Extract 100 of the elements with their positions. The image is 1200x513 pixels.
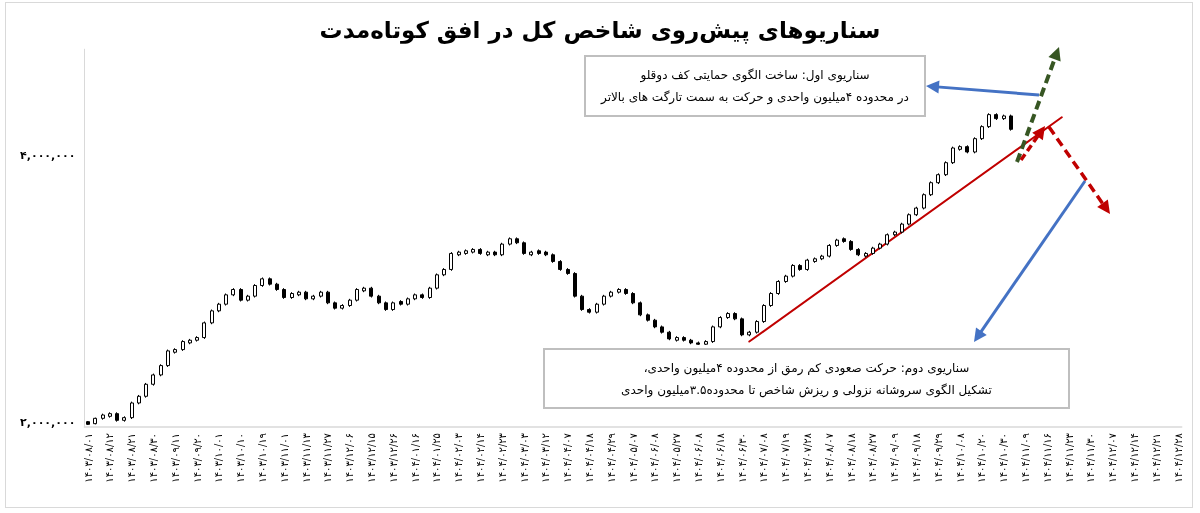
candlestick (820, 254, 824, 261)
x-tick-label: ۱۴۰۴/۰۵/۰۷ (627, 432, 639, 483)
candlestick (798, 263, 802, 272)
callout-box: سناریوی دوم: حرکت صعودی کم رمق از محدوده ۴میلیون واحدی، تشکیل الگوی سروشانه نزولی و ریزش شاخص تا محدوده۳.۵میلیون واحدی (543, 348, 1070, 409)
x-tick-label: ۱۴۰۴/۰۹/۰۹ (889, 433, 901, 483)
candlestick (202, 321, 206, 340)
x-tick-label: ۱۴۰۳/۰۸/۲۱ (126, 433, 138, 483)
x-tick-label: ۱۴۰۴/۱۰/۰۸ (954, 432, 966, 483)
candlestick (369, 286, 373, 299)
x-tick-label: ۱۴۰۴/۱۲/۲۸ (1172, 432, 1184, 483)
x-tick-label: ۱۴۰۴/۰۶/۰۸ (649, 432, 661, 483)
candlestick (871, 246, 875, 256)
x-tick-label: ۱۴۰۴/۰۳/۰۳ (518, 432, 530, 483)
candlestick (282, 287, 286, 300)
y-tick-label: ۴,۰۰۰,۰۰۰ (20, 149, 76, 163)
x-tick-label: ۱۴۰۳/۱۲/۲۶ (387, 433, 399, 483)
x-tick-label: ۱۴۰۴/۰۱/۱۶ (409, 433, 421, 483)
candlestick (907, 212, 911, 226)
candlestick (602, 294, 606, 307)
candlestick (377, 294, 381, 305)
y-tick-label: ۲,۰۰۰,۰۰۰ (20, 416, 76, 430)
candlestick (849, 239, 853, 252)
candlestick (784, 274, 788, 284)
candlestick (922, 192, 926, 210)
candlestick (805, 258, 809, 272)
x-tick-label: ۱۴۰۴/۰۲/۱۴ (474, 433, 486, 483)
candlestick (718, 315, 722, 329)
candlestick (508, 236, 512, 246)
candlestick (914, 206, 918, 217)
x-tick-label: ۱۴۰۳/۰۸/۱۲ (104, 433, 116, 483)
candlestick (537, 248, 541, 256)
candlestick (260, 276, 264, 288)
candlestick (696, 341, 700, 346)
candlestick (529, 250, 533, 257)
candlestick (893, 230, 897, 237)
candlestick (769, 291, 773, 308)
candlestick (486, 250, 490, 257)
candlestick (290, 291, 294, 300)
candlestick (210, 309, 214, 325)
x-tick-label: ۱۴۰۴/۰۴/۱۸ (583, 432, 595, 483)
candlestick (420, 293, 424, 300)
candlestick (275, 282, 279, 292)
candlestick (551, 252, 555, 264)
x-tick-label: ۱۴۰۴/۰۵/۲۷ (671, 432, 683, 483)
candlestick (747, 330, 751, 337)
candlestick (813, 256, 817, 264)
candlestick (122, 415, 126, 423)
candlestick (151, 373, 155, 387)
candlestick (711, 325, 715, 344)
x-tick-label: ۱۴۰۴/۰۲/۲۳ (496, 432, 508, 483)
candlestick (319, 290, 323, 299)
candlestick (646, 313, 650, 323)
candlestick (587, 307, 591, 315)
candlestick (311, 294, 315, 301)
candlestick (144, 382, 148, 399)
annotation: سناریوی اول: ساخت الگوی حمایتی کف دوقلو در محدوده ۴میلیون واحدی و حرکت به سمت تارگت های بالاتر (601, 67, 909, 107)
candlestick (617, 287, 621, 294)
candlestick (900, 222, 904, 234)
x-tick-label: ۱۴۰۳/۰۸/۳۰ (147, 433, 159, 483)
candlestick (660, 325, 664, 335)
candlestick (478, 247, 482, 256)
x-tick-label: ۱۴۰۴/۱۱/۱۶ (1041, 433, 1053, 483)
x-tick-label: ۱۴۰۳/۱۰/۱۰ (235, 433, 247, 483)
candlestick (464, 248, 468, 256)
candlestick (173, 347, 177, 355)
candlestick (93, 417, 97, 425)
candlestick (951, 146, 955, 165)
x-tick-label: ۱۴۰۴/۰۸/۲۷ (867, 432, 879, 483)
candlestick (362, 286, 366, 293)
candlestick (980, 124, 984, 141)
candlestick (449, 251, 453, 272)
candlestick (435, 272, 439, 290)
candlestick (457, 250, 461, 257)
x-tick-label: ۱۴۰۳/۱۱/۱۳ (300, 432, 312, 483)
x-tick-label: ۱۴۰۳/۱۲/۱۵ (365, 433, 377, 483)
x-tick-label: ۱۴۰۴/۰۲/۰۳ (453, 432, 465, 483)
x-tick-label: ۱۴۰۳/۰۹/۲۰ (191, 433, 203, 483)
candlestick (624, 287, 628, 296)
candlestick (355, 287, 359, 303)
candlestick (682, 335, 686, 343)
candlestick (428, 286, 432, 300)
candlestick (1002, 114, 1006, 121)
x-tick-label: ۱۴۰۴/۱۱/۲۳ (1063, 432, 1075, 483)
candlestick (667, 330, 671, 341)
candlestick (217, 302, 221, 313)
candlestick (856, 247, 860, 257)
candlestick (195, 335, 199, 343)
candlestick (842, 236, 846, 244)
annotation: سناریوی دوم: حرکت صعودی کم رمق از محدوده ۴میلیون واحدی، تشکیل الگوی سروشانه نزولی و ریزش شاخص تا محدوده۳.۵میلیون واحدی (621, 359, 992, 400)
candlestick (755, 319, 759, 335)
candlestick (115, 411, 119, 423)
candlestick (86, 420, 90, 426)
candlestick (231, 287, 235, 297)
candlestick (304, 290, 308, 301)
candlestick (573, 271, 577, 299)
x-tick-label: ۱۴۰۴/۰۸/۱۸ (845, 432, 857, 483)
candlestick (130, 401, 134, 420)
candlestick (224, 293, 228, 307)
x-tick-label: ۱۴۰۴/۰۶/۰۸ (692, 432, 704, 483)
candlestick (762, 303, 766, 324)
